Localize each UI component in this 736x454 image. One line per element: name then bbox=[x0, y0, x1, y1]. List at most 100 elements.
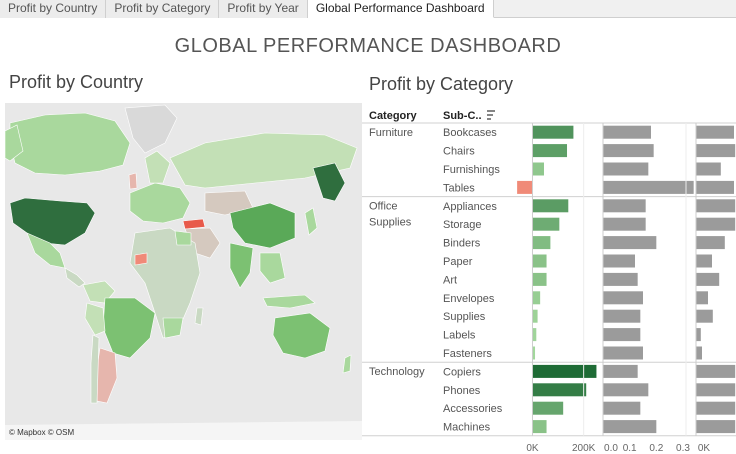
profit-bar[interactable] bbox=[532, 162, 544, 176]
profit-bar[interactable] bbox=[532, 291, 541, 305]
measure2-axis-tick: 0.1 bbox=[623, 443, 637, 454]
profit-by-category-chart: Category Sub-C.. Furniture Bookcases Chair… bbox=[362, 103, 736, 454]
measure3-bar[interactable] bbox=[696, 254, 712, 268]
profit-bar[interactable] bbox=[532, 144, 568, 158]
measure3-bar[interactable] bbox=[696, 328, 701, 342]
header-category: Category bbox=[369, 110, 418, 122]
country-egypt[interactable] bbox=[174, 230, 192, 246]
region-europe[interactable] bbox=[129, 182, 191, 224]
measure2-bar[interactable] bbox=[603, 236, 657, 250]
measure2-bar[interactable] bbox=[603, 199, 646, 213]
country-alaska[interactable] bbox=[5, 124, 24, 162]
measure3-bar[interactable] bbox=[696, 180, 734, 194]
measure3-bar[interactable] bbox=[696, 125, 734, 139]
country-turkey[interactable] bbox=[182, 218, 206, 230]
country-indonesia[interactable] bbox=[262, 294, 316, 309]
subcategory-label: Furnishings bbox=[443, 164, 500, 176]
country-colombia[interactable] bbox=[82, 280, 116, 304]
tab-profit-by-category[interactable]: Profit by Category bbox=[106, 0, 220, 18]
measure2-bar[interactable] bbox=[603, 420, 657, 434]
category-label: Furniture bbox=[369, 127, 413, 139]
country-peru[interactable] bbox=[84, 302, 106, 336]
country-madagascar[interactable] bbox=[194, 307, 204, 326]
profit-bar[interactable] bbox=[532, 236, 551, 250]
country-canada[interactable] bbox=[9, 112, 131, 176]
measure3-bar[interactable] bbox=[696, 272, 720, 286]
country-japan[interactable] bbox=[304, 207, 318, 236]
measure2-bar[interactable] bbox=[603, 328, 641, 342]
measure3-bar[interactable] bbox=[696, 217, 736, 231]
map-title: Profit by Country bbox=[9, 72, 144, 92]
country-uk[interactable] bbox=[128, 172, 138, 190]
country-chile[interactable] bbox=[90, 334, 100, 404]
subcategory-label: Art bbox=[443, 274, 457, 286]
profit-axis-tick: 0K bbox=[526, 443, 539, 454]
measure3-bar[interactable] bbox=[696, 199, 736, 213]
measure3-bar[interactable] bbox=[696, 309, 713, 323]
country-india[interactable] bbox=[229, 242, 254, 289]
tab-profit-by-year[interactable]: Profit by Year bbox=[219, 0, 308, 18]
profit-bar[interactable] bbox=[532, 328, 537, 342]
category-chart-svg: Category Sub-C.. Furniture Bookcases Chair… bbox=[362, 110, 736, 454]
sort-descending-icon[interactable] bbox=[487, 110, 495, 120]
country-east-region[interactable] bbox=[312, 162, 346, 202]
measure2-bar[interactable] bbox=[603, 291, 643, 305]
profit-bar[interactable] bbox=[517, 180, 533, 194]
country-australia[interactable] bbox=[272, 312, 331, 359]
world-map-svg[interactable] bbox=[5, 103, 362, 440]
profit-bar[interactable] bbox=[532, 254, 547, 268]
profit-bar[interactable] bbox=[532, 199, 569, 213]
subcategory-label: Envelopes bbox=[443, 293, 495, 305]
subcategory-label: Bookcases bbox=[443, 127, 497, 139]
country-scandinavia[interactable] bbox=[144, 150, 171, 184]
category-label: Supplies bbox=[369, 217, 412, 229]
subcategory-label: Chairs bbox=[443, 146, 475, 158]
measure2-bar[interactable] bbox=[603, 180, 694, 194]
measure3-bar[interactable] bbox=[696, 364, 736, 378]
measure3-bar[interactable] bbox=[696, 383, 736, 397]
measure3-bar[interactable] bbox=[696, 144, 736, 158]
country-south-africa[interactable] bbox=[162, 317, 184, 339]
measure2-bar[interactable] bbox=[603, 217, 646, 231]
country-usa[interactable] bbox=[9, 197, 96, 246]
country-nigeria[interactable] bbox=[134, 252, 148, 266]
measure2-bar[interactable] bbox=[603, 125, 651, 139]
country-new-zealand[interactable] bbox=[342, 354, 352, 374]
subcategory-label: Supplies bbox=[443, 311, 486, 323]
measure3-bar[interactable] bbox=[696, 401, 736, 415]
profit-bar[interactable] bbox=[532, 346, 536, 360]
measure3-bar[interactable] bbox=[696, 291, 708, 305]
profit-bar[interactable] bbox=[532, 125, 574, 139]
measure2-bar[interactable] bbox=[603, 346, 643, 360]
profit-bar[interactable] bbox=[532, 217, 560, 231]
profit-bar[interactable] bbox=[532, 309, 538, 323]
country-central-america[interactable] bbox=[64, 267, 86, 288]
measure2-bar[interactable] bbox=[603, 309, 641, 323]
measure2-bar[interactable] bbox=[603, 364, 638, 378]
country-china[interactable] bbox=[229, 202, 296, 249]
measure3-bar[interactable] bbox=[696, 236, 725, 250]
profit-bar[interactable] bbox=[532, 420, 547, 434]
header-subcategory[interactable]: Sub-C.. bbox=[443, 110, 482, 122]
tab-profit-by-country[interactable]: Profit by Country bbox=[0, 0, 107, 18]
measure3-bar[interactable] bbox=[696, 420, 736, 434]
measure2-bar[interactable] bbox=[603, 383, 649, 397]
profit-bar[interactable] bbox=[532, 383, 587, 397]
profit-axis-tick: 200K bbox=[572, 443, 596, 454]
measure2-bar[interactable] bbox=[603, 162, 649, 176]
measure2-bar[interactable] bbox=[603, 144, 654, 158]
country-greenland[interactable] bbox=[124, 104, 178, 154]
profit-bar[interactable] bbox=[532, 364, 597, 378]
measure3-bar[interactable] bbox=[696, 162, 721, 176]
profit-bar[interactable] bbox=[532, 272, 547, 286]
measure3-bar[interactable] bbox=[696, 346, 702, 360]
profit-bar[interactable] bbox=[532, 401, 564, 415]
country-russia[interactable] bbox=[169, 132, 358, 189]
measure2-bar[interactable] bbox=[603, 254, 635, 268]
world-map[interactable] bbox=[5, 103, 362, 440]
tab-global-performance-dashboard[interactable]: Global Performance Dashboard bbox=[307, 0, 494, 18]
measure2-bar[interactable] bbox=[603, 401, 641, 415]
country-brazil[interactable] bbox=[102, 297, 156, 359]
measure2-bar[interactable] bbox=[603, 272, 638, 286]
region-southeast-asia[interactable] bbox=[259, 252, 286, 284]
